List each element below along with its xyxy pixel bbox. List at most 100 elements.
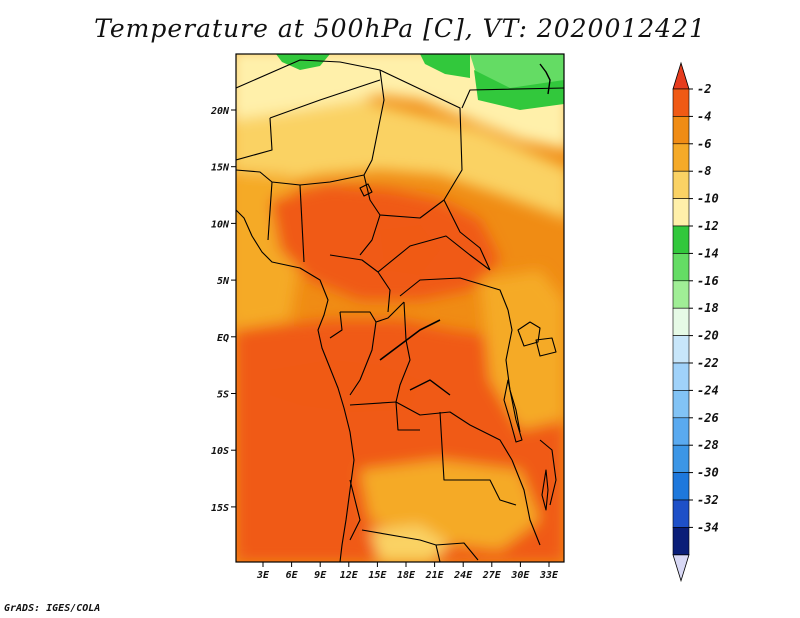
lat-tick-label: 10S [211,446,229,457]
colorbar-label: -8 [697,164,711,178]
colorbar-label: -12 [697,219,719,233]
colorbar-swatch [672,198,690,227]
lon-tick-label: 6E [286,570,299,581]
west-coastline [236,209,355,562]
colorbar-label: -34 [697,520,719,534]
colorbar-label: -6 [697,137,711,151]
border-congo-4 [395,301,411,403]
border-west-1 [236,169,365,186]
colorbar-label: -26 [697,411,719,425]
colorbar-label: -2 [697,82,711,96]
border-north-6 [461,87,564,109]
colorbar-swatch [672,225,690,254]
border-north-4 [269,79,381,119]
colorbar-label: -24 [697,383,719,397]
lake-north-east [535,337,557,357]
field-cold-green-north [420,54,470,78]
colorbar-swatch [672,116,690,145]
lon-tick-label: 18E [397,570,416,581]
border-congo-2 [329,311,343,339]
grads-credit: GrADS: IGES/COLA [4,603,101,614]
border-north-1 [236,59,381,89]
river-congo [379,319,441,361]
lake-chad [359,183,373,197]
lake-tanganyika [503,379,523,443]
border-south-3 [439,411,517,506]
colorbar-swatch [672,143,690,172]
latitude-axis: 20N 15N 10N 5N EQ 5S 10S 15S [210,106,236,514]
colorbar-label: -4 [697,109,711,123]
river-kasai [409,379,451,396]
border-east-1 [505,309,521,433]
border-congo-3 [349,321,377,396]
border-central-4 [377,235,491,273]
lake-victoria [517,321,541,347]
colorbar-label: -22 [697,356,719,370]
colorbar-swatch [672,417,690,446]
lat-tick-label: 15N [211,163,230,174]
colorbar-swatch [672,170,690,199]
colorbar-swatch [672,362,690,391]
colorbar-bottom-arrow [672,554,690,583]
colorbar-top-arrow [672,61,690,90]
field-north-light [236,100,564,218]
lat-tick-label: 5N [217,276,230,287]
colorbar-label: -30 [697,466,719,480]
field-south-pale [370,525,450,562]
colorbar-swatch [672,88,690,117]
lat-tick-label: EQ [217,333,229,344]
border-south-4 [349,479,361,541]
temperature-field [236,54,564,562]
longitude-axis: 3E 6E 9E 12E 15E 18E 21E 24E 27E 30E 33E [256,562,559,581]
border-north-2 [363,69,385,176]
map-title: Temperature at 500hPa [C], VT: 202001242… [94,14,706,43]
lon-tick-label: 3E [256,570,270,581]
border-se-1 [511,459,541,546]
colorbar-label: -10 [697,192,719,206]
field-cold-green-strip [276,54,330,70]
border-central-3 [379,199,445,219]
lon-tick-label: 27E [482,570,502,581]
border-se-2 [539,439,557,506]
colorbar-label: -32 [697,493,719,507]
border-west-3 [299,184,305,263]
lat-tick-label: 15S [211,503,229,514]
lon-tick-label: 12E [340,570,359,581]
border-west-2 [267,181,273,241]
colorbar-label: -20 [697,329,719,343]
colorbar-swatch [672,280,690,309]
colorbar-swatch [672,390,690,419]
map-borders [236,59,564,562]
lat-tick-label: 20N [210,106,230,117]
lon-tick-label: 30E [510,570,530,581]
lon-tick-label: 33E [539,570,559,581]
lon-tick-label: 24E [453,570,473,581]
map-frame [235,53,565,563]
colorbar-swatch [672,472,690,501]
lat-tick-label: 5S [217,390,229,401]
colorbar-swatch [672,307,690,336]
coast-nile-east [539,63,551,95]
lat-tick-label: 10N [211,219,230,230]
colorbar-swatch [672,499,690,528]
lon-tick-label: 21E [425,570,445,581]
colorbar-swatch [672,527,690,556]
field-cold-green-dark [474,70,564,110]
border-north-5 [236,117,273,161]
field-warm-core-2 [380,225,440,275]
border-south-6 [435,544,441,562]
colorbar-label: -16 [697,274,719,288]
border-south-2 [395,401,420,431]
field-warm-core-1 [270,360,420,412]
colorbar-label: -28 [697,438,719,452]
colorbar-label: -18 [697,301,719,315]
colorbar-swatch [672,335,690,364]
border-central-5 [399,277,509,311]
lon-tick-label: 9E [314,570,327,581]
colorbar-label: -14 [697,246,719,260]
lon-tick-label: 15E [368,570,387,581]
colorbar-swatch [672,253,690,282]
colorbar: -2 -4 -6 -8 -10 -12 -14 -16 -18 -20 -22 -24 -26 -28 -3… [672,61,719,583]
field-lake-orange [480,270,564,430]
